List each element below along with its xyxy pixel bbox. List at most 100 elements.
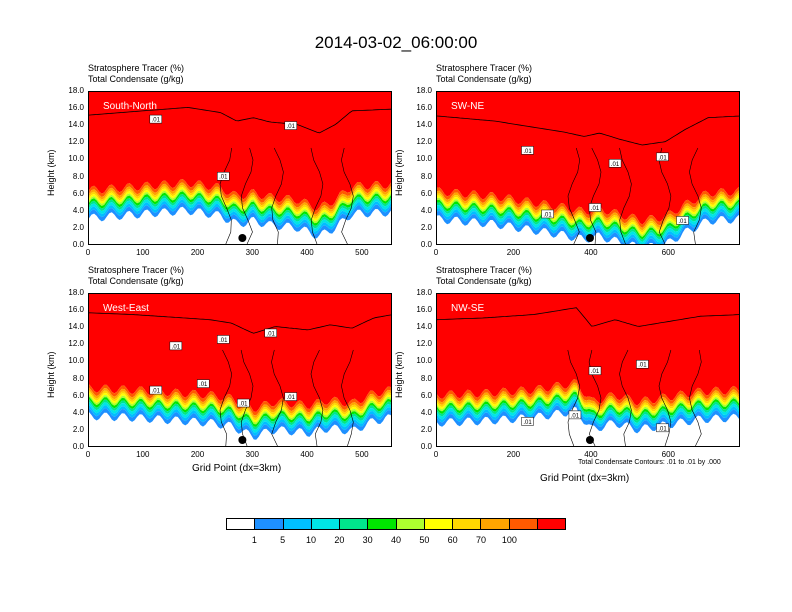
colorbar-label: 10 <box>305 535 316 545</box>
y-axis-label: Height (km) <box>46 149 56 196</box>
cross-section-plot: .01 .01 .01 South-North <box>88 91 392 245</box>
y-tick-label: 8.0 <box>420 171 432 181</box>
x-tick-label: 0 <box>85 248 91 257</box>
location-marker <box>585 436 594 444</box>
y-tick-label: 16.0 <box>68 103 84 113</box>
y-tick-label: 0.0 <box>420 442 432 451</box>
tropopause-contour <box>437 307 739 327</box>
contour-label-box <box>264 328 277 338</box>
cross-section-plot: .01 .01 .01 .01 .01 NW-SE <box>436 293 740 447</box>
y-tick-label: 14.0 <box>416 120 432 130</box>
contour-label-text: .01 <box>219 175 228 181</box>
condensate-contour <box>310 147 324 244</box>
tracer-band-11 <box>89 294 391 412</box>
condensate-contour <box>689 349 702 446</box>
y-tick-label: 10.0 <box>68 356 84 366</box>
contour-label-box <box>217 335 230 344</box>
y-tick-label: 14.0 <box>68 322 84 332</box>
contour-label-box <box>608 159 622 168</box>
y-axis-label: Height (km) <box>394 149 404 196</box>
contour-label-text: .01 <box>658 155 667 161</box>
tracer-band-1 <box>89 202 391 239</box>
cross-section-svg: .01 .01 .01 .01 .01 .01 <box>437 92 739 244</box>
colorbar-label: 50 <box>419 535 430 545</box>
contour-label-box <box>284 392 298 401</box>
y-tick-label: 0.0 <box>72 240 84 249</box>
contour-label-box <box>636 359 649 369</box>
condensate-contour <box>588 147 602 244</box>
tropopause-contour <box>89 312 391 334</box>
y-tick-label: 14.0 <box>68 120 84 130</box>
colorbar-swatch <box>227 519 256 529</box>
colorbar-label: 40 <box>390 535 401 545</box>
tracer-band-10 <box>437 187 739 228</box>
colorbar-swatch <box>255 519 284 529</box>
section-name: West-East <box>103 303 149 314</box>
x-tick-label: 0 <box>433 450 439 459</box>
y-tick-label: 18.0 <box>416 288 432 297</box>
contour-label-text: .01 <box>678 219 687 225</box>
colorbar-swatch <box>283 519 312 529</box>
y-tick-label: 18.0 <box>68 288 84 297</box>
tracer-band-2 <box>437 399 739 430</box>
condensate-contour <box>619 349 632 446</box>
contour-label-box <box>676 216 689 225</box>
x-tick-label: 300 <box>245 450 259 459</box>
y-tick-label: 6.0 <box>72 188 84 198</box>
colorbar-label: 70 <box>475 535 486 545</box>
colorbar-label: 20 <box>334 535 345 545</box>
colorbar-label: 1 <box>251 535 257 545</box>
panel-label-tracer: Stratosphere Tracer (%) <box>436 63 533 73</box>
contour-label-box <box>656 423 669 433</box>
y-tick-label: 18.0 <box>416 86 432 95</box>
contour-label-text: .01 <box>199 382 208 388</box>
y-tick-label: 6.0 <box>420 188 432 198</box>
colorbar-label: 100 <box>501 535 517 545</box>
colorbar-swatch <box>396 519 425 529</box>
contour-label-box <box>149 385 163 395</box>
condensate-contour <box>310 349 324 446</box>
condensate-contour <box>240 147 254 244</box>
x-tick-label: 400 <box>584 450 598 459</box>
location-marker <box>238 436 247 444</box>
y-tick-label: 12.0 <box>416 339 432 349</box>
tracer-band-11 <box>437 92 739 225</box>
contour-label-text: .01 <box>172 344 181 350</box>
contour-label-box <box>284 121 298 130</box>
section-name: NW-SE <box>451 303 485 314</box>
location-marker <box>585 234 594 242</box>
contour-label-box <box>217 171 230 181</box>
contour-label-text: .01 <box>571 413 580 419</box>
y-tick-label: 10.0 <box>68 154 84 164</box>
contour-label-text: .01 <box>611 162 620 168</box>
tracer-band-3 <box>437 396 739 427</box>
y-tick-label: 12.0 <box>68 137 84 147</box>
contour-label-text: .01 <box>658 426 667 432</box>
condensate-contour <box>219 349 233 446</box>
panel-label-condensate: Total Condensate (g/kg) <box>88 74 184 84</box>
contour-label-text: .01 <box>591 369 600 375</box>
condensate-contour <box>689 147 702 244</box>
tracer-band-11 <box>437 294 739 406</box>
x-tick-label: 500 <box>355 450 369 459</box>
x-tick-label: 200 <box>190 248 205 257</box>
contour-label-box <box>196 379 210 388</box>
tracer-band-7 <box>437 387 739 416</box>
tracer-band-9 <box>437 382 739 412</box>
y-tick-label: 2.0 <box>72 424 84 434</box>
condensate-contour <box>341 147 354 244</box>
y-axis-label: Height (km) <box>394 351 404 398</box>
x-tick-label: 100 <box>136 450 150 459</box>
y-tick-label: 8.0 <box>72 171 84 181</box>
x-tick-label: 400 <box>300 248 314 257</box>
y-tick-label: 8.0 <box>420 373 432 383</box>
contour-label-text: .01 <box>523 420 532 426</box>
y-tick-label: 0.0 <box>420 240 432 249</box>
colorbar-label: 5 <box>280 535 286 545</box>
condensate-contour <box>271 349 284 446</box>
y-tick-label: 4.0 <box>420 407 432 417</box>
contour-label-text: .01 <box>638 363 647 369</box>
colorbar-swatch <box>340 519 369 529</box>
x-tick-label: 600 <box>661 450 676 459</box>
colorbar <box>226 518 566 530</box>
